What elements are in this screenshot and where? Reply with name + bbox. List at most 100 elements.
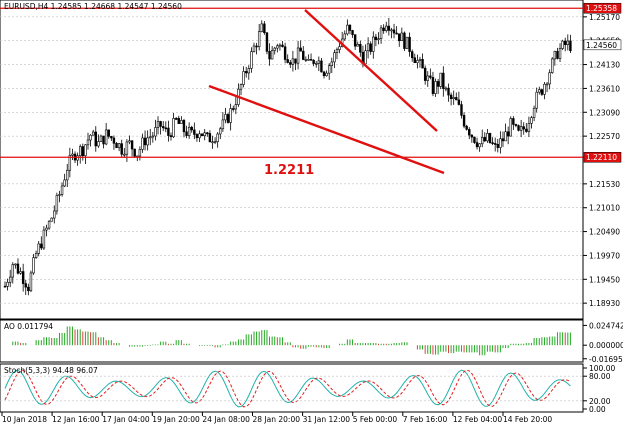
candle	[242, 66, 245, 88]
price-axis: 1.251701.246501.241301.236101.230901.225…	[583, 2, 622, 308]
candle	[382, 24, 385, 34]
candle	[86, 132, 90, 150]
time-tick-label: 28 Jan 20:00	[253, 415, 301, 424]
price-tick-label: 1.22570	[589, 132, 620, 141]
candle	[449, 92, 453, 106]
candle	[532, 105, 536, 122]
candle	[291, 50, 295, 72]
candle	[540, 88, 544, 96]
time-tick-label: 31 Jan 12:00	[303, 415, 351, 424]
current-price-tag: 1.24560	[583, 39, 622, 51]
candle	[270, 46, 274, 60]
candle	[55, 192, 59, 215]
candle	[387, 17, 391, 36]
candle	[465, 124, 468, 131]
candle	[159, 120, 162, 135]
candle	[200, 133, 204, 137]
candle	[418, 56, 422, 68]
time-tick-label: 12 Feb 04:00	[453, 415, 502, 424]
candle	[377, 32, 380, 45]
candle	[322, 70, 326, 79]
candle	[180, 116, 183, 124]
candle	[154, 119, 157, 141]
candle	[442, 66, 445, 97]
price-panel: EURUSD,H4 1.24585 1.24668 1.24547 1.2456…	[0, 0, 622, 320]
svg-text:1.24560: 1.24560	[586, 41, 617, 50]
candle	[32, 253, 35, 275]
candle	[110, 135, 113, 141]
candle	[483, 132, 487, 143]
candle	[156, 116, 160, 135]
lower-wedge-line	[208, 84, 445, 175]
price-tick-label: 1.21530	[589, 180, 620, 189]
candle	[499, 131, 502, 154]
time-tick-label: 24 Jan 08:00	[202, 415, 250, 424]
price-tick-label: 1.20490	[589, 228, 620, 237]
candle	[569, 34, 572, 54]
candle	[473, 136, 476, 144]
candle	[309, 53, 313, 61]
candle	[260, 20, 263, 33]
candle	[431, 71, 435, 97]
candle	[439, 72, 442, 90]
stoch-tick-label: 80.00	[589, 372, 611, 381]
candle	[320, 57, 323, 73]
stoch-signal-line	[4, 369, 571, 408]
candle	[423, 65, 427, 85]
candle	[128, 135, 131, 145]
candle	[162, 121, 165, 132]
candle	[491, 137, 494, 146]
candle	[104, 122, 108, 146]
candle	[185, 125, 188, 139]
ao-tick-label: 0.024742	[589, 321, 623, 330]
candle	[496, 138, 499, 153]
candle	[263, 21, 266, 35]
ao-axis: 0.024742 0.000000 -0.016957	[583, 321, 623, 364]
candle	[143, 130, 147, 151]
svg-text:1.22110: 1.22110	[586, 153, 617, 162]
stoch-tick-label: 20.00	[589, 397, 611, 406]
candle	[286, 54, 289, 64]
candle	[252, 42, 256, 53]
candle	[37, 241, 40, 257]
candle	[91, 129, 95, 136]
support-price-tag: 1.22110	[583, 151, 622, 163]
candle	[429, 68, 432, 80]
ao-tick-label: 0.000000	[589, 341, 623, 350]
candle	[545, 82, 549, 93]
candle	[307, 54, 310, 61]
candle	[50, 217, 53, 222]
candle	[112, 135, 116, 150]
stoch-lines	[4, 369, 571, 408]
candle	[426, 71, 429, 87]
candle	[385, 21, 388, 33]
candle	[66, 163, 69, 188]
candle	[416, 54, 419, 69]
stoch-tick-label: 100.00	[589, 364, 615, 373]
candle	[123, 147, 126, 158]
candle	[304, 56, 308, 63]
candle	[216, 132, 219, 148]
candle	[325, 70, 328, 77]
candle	[229, 103, 232, 131]
candle	[203, 128, 206, 141]
candle	[413, 53, 416, 64]
candle	[198, 130, 201, 143]
stoch-main-line	[4, 369, 571, 408]
candle	[434, 78, 437, 97]
stoch-tick-label: 0.00	[589, 405, 606, 414]
candle	[16, 258, 20, 275]
candle	[60, 182, 64, 197]
price-tick-label: 1.23610	[589, 84, 620, 93]
candle	[481, 129, 484, 148]
ao-panel: AO 0.011794 0.024742 0.000000 -0.016957	[0, 319, 623, 364]
price-tick-label: 1.19970	[589, 251, 620, 260]
candle	[398, 33, 401, 47]
candle	[493, 137, 497, 152]
candle	[190, 125, 193, 133]
candle	[400, 27, 404, 42]
candle	[164, 121, 168, 133]
candle	[146, 130, 149, 151]
resistance-price-tag: 1.25358	[583, 2, 622, 14]
candle	[89, 134, 92, 147]
